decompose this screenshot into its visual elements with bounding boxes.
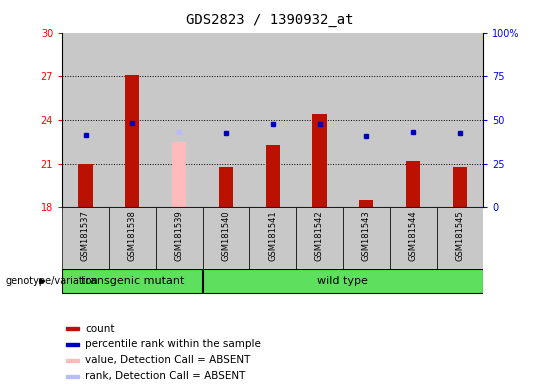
Text: transgenic mutant: transgenic mutant: [80, 276, 184, 286]
Text: GSM181545: GSM181545: [455, 210, 464, 261]
Text: value, Detection Call = ABSENT: value, Detection Call = ABSENT: [85, 355, 251, 365]
Text: GSM181543: GSM181543: [362, 210, 371, 261]
Bar: [313, 114, 327, 207]
Bar: [343, 33, 390, 207]
Bar: [62, 269, 202, 293]
Bar: [156, 207, 202, 269]
Bar: [343, 207, 390, 269]
Text: GSM181540: GSM181540: [221, 210, 231, 261]
Bar: [202, 33, 249, 207]
Bar: [66, 327, 79, 330]
Bar: [109, 207, 156, 269]
Bar: [406, 161, 420, 207]
Text: GSM181539: GSM181539: [174, 210, 184, 261]
Bar: [296, 33, 343, 207]
Text: GSM181542: GSM181542: [315, 210, 324, 261]
Bar: [436, 207, 483, 269]
Bar: [390, 33, 436, 207]
Bar: [390, 207, 436, 269]
Bar: [249, 33, 296, 207]
Bar: [266, 145, 280, 207]
Bar: [78, 164, 92, 207]
Text: count: count: [85, 324, 115, 334]
Text: GSM181541: GSM181541: [268, 210, 277, 261]
Bar: [202, 207, 249, 269]
Bar: [62, 207, 109, 269]
Bar: [249, 207, 296, 269]
Bar: [296, 207, 343, 269]
Text: percentile rank within the sample: percentile rank within the sample: [85, 339, 261, 349]
Text: GSM181544: GSM181544: [409, 210, 417, 261]
Bar: [109, 33, 156, 207]
Bar: [202, 269, 483, 293]
Bar: [66, 359, 79, 362]
Bar: [172, 142, 186, 207]
Text: GSM181538: GSM181538: [128, 210, 137, 261]
Bar: [125, 75, 139, 207]
Bar: [62, 33, 109, 207]
Text: GSM181537: GSM181537: [81, 210, 90, 261]
Bar: [66, 343, 79, 346]
Bar: [219, 167, 233, 207]
Text: wild type: wild type: [318, 276, 368, 286]
Bar: [66, 375, 79, 377]
Bar: [156, 33, 202, 207]
Text: rank, Detection Call = ABSENT: rank, Detection Call = ABSENT: [85, 371, 246, 381]
Bar: [359, 200, 373, 207]
Text: GDS2823 / 1390932_at: GDS2823 / 1390932_at: [186, 13, 354, 27]
Bar: [436, 33, 483, 207]
Bar: [453, 167, 467, 207]
Text: genotype/variation: genotype/variation: [5, 276, 98, 286]
